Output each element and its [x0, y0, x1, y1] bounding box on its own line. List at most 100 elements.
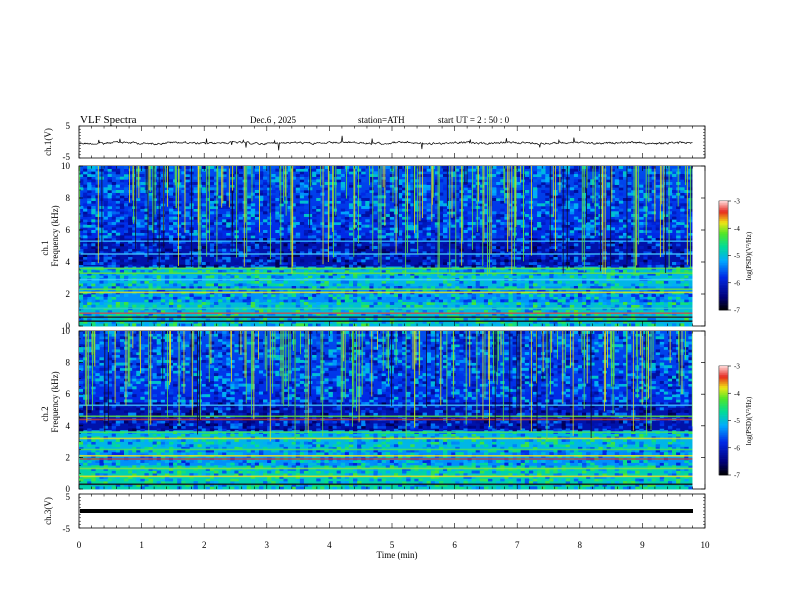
spectrogram-cell [123, 312, 129, 316]
spectrogram-cell [577, 174, 583, 177]
spectrogram-cell [226, 219, 231, 223]
spectrogram-cell [279, 200, 284, 204]
spectrogram-cell [430, 256, 436, 260]
spectrogram-cell [123, 168, 129, 172]
spectrogram-cell [680, 174, 685, 177]
spectrogram-cell [369, 211, 374, 215]
spectrogram-cell [87, 256, 92, 260]
spectrogram-cell [218, 195, 223, 199]
spectrogram-cell [422, 232, 427, 236]
spectrogram-cell [213, 179, 219, 183]
spectrogram-cell [193, 206, 198, 209]
spectrogram-cell [520, 254, 526, 257]
spectrogram-cell [369, 256, 374, 260]
spectrogram-cell [320, 206, 325, 209]
spectrogram-cell [316, 294, 321, 297]
spectrogram-cell [398, 179, 403, 183]
spectrogram-cell [177, 246, 182, 249]
spectrogram-cell [115, 198, 121, 201]
spectrogram-cell [344, 222, 350, 225]
sferic-streak [461, 166, 463, 266]
spectrogram-cell [348, 259, 354, 263]
spectrogram-cell [549, 259, 554, 263]
spectrogram-cell [164, 254, 170, 257]
spectrogram-cell [667, 304, 673, 308]
spectrogram-cell [537, 224, 542, 228]
spectrogram-cell [287, 166, 292, 169]
spectrogram-cell [463, 270, 468, 273]
spectrogram-cell [471, 256, 477, 260]
spectrogram-cell [459, 280, 464, 284]
spectrogram-cell [545, 294, 550, 297]
spectrogram-cell [213, 302, 219, 305]
spectrogram-cell [565, 200, 571, 204]
spectrogram-cell [381, 296, 387, 300]
spectrogram-cell [132, 208, 137, 212]
spectrogram-cell [455, 190, 460, 193]
spectrogram-cell [672, 243, 677, 247]
spectrogram-cell [348, 318, 354, 321]
spectrogram-cell [136, 264, 141, 268]
spectrogram-cell [91, 166, 96, 169]
spectrogram-cell [173, 211, 178, 215]
spectrogram-cell [320, 214, 325, 217]
spectrogram-cell [402, 222, 407, 225]
spectrogram-cell [279, 219, 284, 223]
spectrogram-cell [422, 270, 427, 273]
spectrogram-cell [549, 224, 554, 228]
spectrogram-cell [353, 323, 358, 327]
spectrogram-cell [483, 302, 489, 305]
spectrogram-cell [87, 283, 92, 287]
spectrogram-cell [586, 259, 591, 263]
spectrogram-cell [324, 320, 329, 324]
spectrogram-cell [492, 198, 497, 201]
spectrogram-cell [483, 235, 489, 239]
spectrogram-cell [406, 166, 411, 169]
spectrogram-cell [606, 192, 611, 196]
spectrogram-cell [471, 190, 477, 193]
spectrogram-cell [410, 190, 415, 193]
spectrogram-cell [103, 294, 108, 297]
spectrogram-cell [230, 286, 235, 289]
spectrogram-cell [238, 166, 243, 169]
spectrogram-cell [537, 264, 542, 268]
spectrogram-cell [205, 171, 211, 175]
spectrogram-cell [545, 248, 550, 252]
spectrogram-cell [115, 168, 121, 172]
spectrogram-cell [520, 304, 526, 308]
spectrogram-cell [177, 211, 182, 215]
spectrogram-cell [160, 312, 166, 316]
spectrogram-cell [271, 294, 276, 297]
spectrogram-cell [569, 192, 575, 196]
spectrogram-cell [545, 190, 550, 193]
spectrogram-cell [348, 264, 354, 268]
spectrogram-cell [119, 259, 125, 263]
spectrogram-cell [181, 222, 186, 225]
spectrogram-cell [132, 203, 137, 207]
spectrogram-cell [328, 214, 333, 217]
spectrogram-cell [119, 211, 125, 215]
spectrogram-cell [385, 238, 391, 241]
spectrogram-cell [373, 211, 378, 215]
spectrogram-cell [667, 248, 673, 252]
spectrogram-cell [442, 227, 448, 231]
spectrogram-cell [389, 243, 395, 247]
spectrogram-cell [353, 187, 358, 191]
spectrogram-cell [557, 302, 562, 305]
spectrogram-cell [283, 296, 288, 300]
spectrogram-cell [303, 200, 309, 204]
spectrogram-cell [659, 222, 665, 225]
spectrogram-cell [140, 222, 145, 225]
spectrogram-cell [164, 320, 170, 324]
spectrogram-cell [537, 312, 542, 316]
spectrogram-cell [263, 176, 268, 180]
spectrogram-cell [398, 224, 403, 228]
spectrogram-cell [320, 200, 325, 204]
spectrogram-cell [91, 294, 96, 297]
spectrogram-cell [418, 168, 423, 172]
spectrogram-cell [504, 192, 509, 196]
spectrogram-cell [295, 216, 301, 220]
spectrogram-cell [353, 200, 358, 204]
spectrogram-cell [132, 195, 137, 199]
spectrogram-cell [173, 224, 178, 228]
